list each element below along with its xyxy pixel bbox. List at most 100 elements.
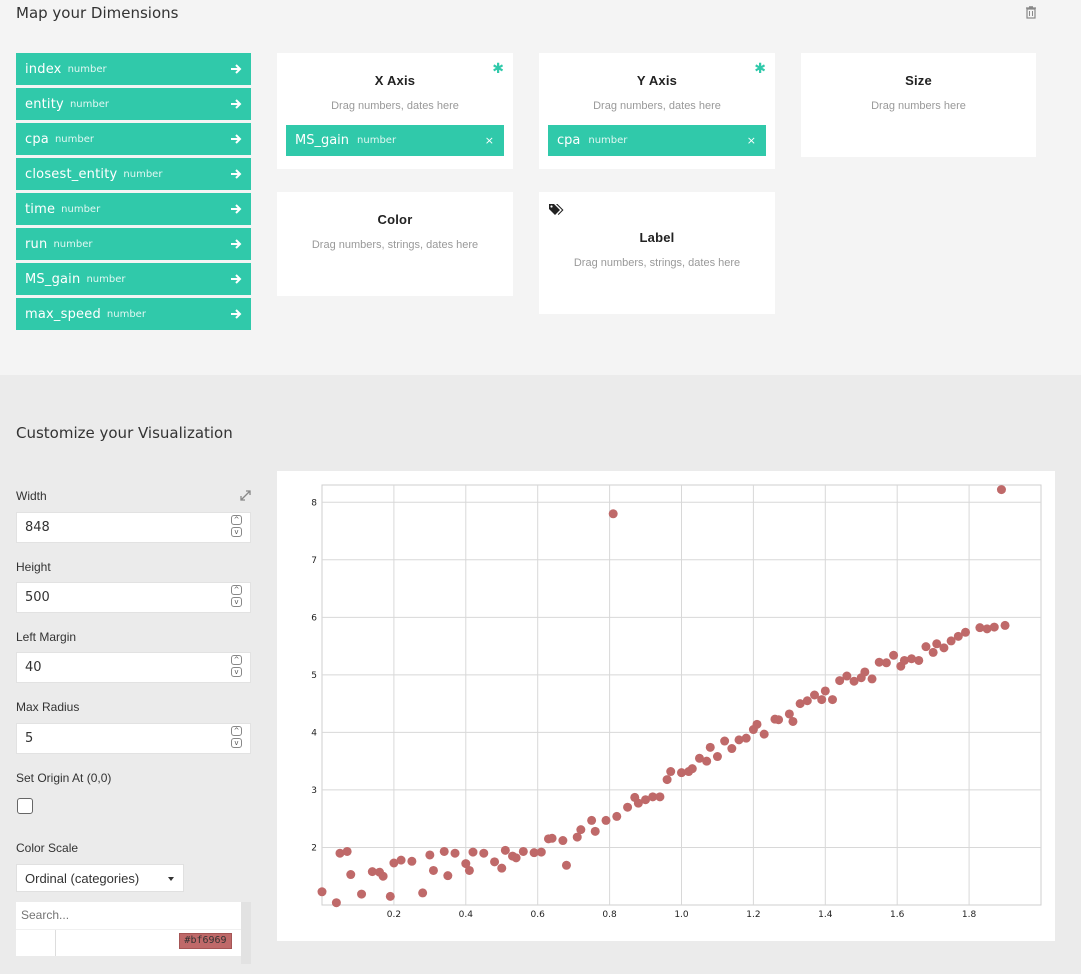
x-tick-label: 1.8	[962, 910, 977, 920]
color-swatch[interactable]: #bf6969	[179, 933, 232, 949]
dimension-name: MS_gain	[25, 271, 81, 287]
spin-down-icon[interactable]: v	[231, 527, 242, 537]
x-axis-hint: Drag numbers, dates here	[331, 100, 459, 112]
palette-search-input[interactable]	[16, 902, 241, 928]
x-axis-dropzone[interactable]: ✱ X Axis Drag numbers, dates here MS_gai…	[277, 53, 513, 169]
palette-scrollbar[interactable]	[241, 902, 251, 964]
scatter-point	[795, 699, 805, 709]
scatter-point	[335, 848, 345, 858]
x-axis-chip[interactable]: MS_gain number ×	[286, 125, 504, 156]
max-radius-input[interactable]	[16, 723, 251, 754]
scatter-point	[439, 846, 449, 856]
scatter-point	[860, 667, 870, 677]
width-input[interactable]	[16, 512, 251, 543]
caret-down-icon	[168, 877, 174, 881]
size-hint: Drag numbers here	[871, 100, 966, 112]
scatter-point	[712, 752, 722, 762]
scatter-point	[443, 871, 453, 881]
scatter-point	[784, 709, 794, 719]
origin-checkbox[interactable]	[17, 798, 33, 814]
remove-icon[interactable]: ×	[484, 134, 494, 147]
scatter-point	[842, 671, 852, 681]
x-tick-label: 0.4	[459, 910, 474, 920]
scatter-point	[677, 768, 686, 778]
scatter-point	[385, 891, 395, 901]
dimension-name: closest_entity	[25, 166, 118, 182]
color-title: Color	[377, 212, 413, 227]
scatter-point	[702, 756, 712, 766]
x-tick-label: 1.0	[674, 910, 689, 920]
width-label: Width	[16, 489, 47, 503]
x-tick-label: 1.4	[818, 910, 833, 920]
chip-type: number	[357, 135, 397, 146]
scatter-point	[428, 865, 438, 875]
spin-up-icon[interactable]: ^	[231, 726, 242, 736]
remove-icon[interactable]: ×	[746, 134, 756, 147]
scatter-point	[867, 674, 877, 684]
width-spinner[interactable]: ^ v	[231, 515, 242, 537]
y-axis-chip[interactable]: cpa number ×	[548, 125, 766, 156]
dimension-type: number	[53, 238, 93, 250]
scatter-point	[961, 627, 971, 637]
scatter-point	[407, 856, 417, 866]
dimension-item-index[interactable]: index number	[16, 53, 251, 85]
arrow-right-icon	[231, 169, 242, 179]
scatter-point	[928, 647, 938, 657]
dimension-name: max_speed	[25, 306, 101, 322]
color-scale-select[interactable]: Ordinal (categories)	[16, 864, 184, 892]
left-margin-input[interactable]	[16, 652, 251, 683]
spin-down-icon[interactable]: v	[231, 597, 242, 607]
scatter-point	[633, 798, 643, 808]
color-hint: Drag numbers, strings, dates here	[311, 239, 479, 251]
spin-up-icon[interactable]: ^	[231, 655, 242, 665]
scatter-point	[982, 624, 992, 634]
y-axis-dropzone[interactable]: ✱ Y Axis Drag numbers, dates here cpa nu…	[539, 53, 775, 169]
size-dropzone[interactable]: Size Drag numbers here	[801, 53, 1036, 157]
palette-column-divider	[55, 930, 56, 956]
scatter-point	[641, 795, 651, 805]
scatter-point	[1000, 620, 1010, 630]
label-dropzone[interactable]: Label Drag numbers, strings, dates here	[539, 192, 775, 314]
dimension-item-cpa[interactable]: cpa number	[16, 123, 251, 155]
dimension-type: number	[106, 308, 146, 320]
dimension-item-max-speed[interactable]: max_speed number	[16, 298, 251, 330]
y-axis-title: Y Axis	[636, 73, 678, 88]
scatter-point	[464, 865, 474, 875]
dimension-item-ms-gain[interactable]: MS_gain number	[16, 263, 251, 295]
y-tick-label: 7	[311, 556, 317, 566]
left-margin-spinner[interactable]: ^ v	[231, 655, 242, 677]
x-tick-label: 0.2	[387, 910, 401, 920]
dimension-name: entity	[25, 96, 64, 112]
origin-label: Set Origin At (0,0)	[16, 771, 112, 785]
dimension-item-time[interactable]: time number	[16, 193, 251, 225]
scatter-point	[612, 811, 622, 821]
scatter-point	[788, 716, 798, 726]
scatter-point	[953, 631, 963, 641]
spin-down-icon[interactable]: v	[231, 738, 242, 748]
scatter-point	[450, 848, 460, 858]
scatter-point	[547, 833, 557, 843]
dimension-item-entity[interactable]: entity number	[16, 88, 251, 120]
scatter-point	[741, 733, 751, 743]
scatter-point	[479, 848, 489, 858]
spin-up-icon[interactable]: ^	[231, 515, 242, 525]
color-dropzone[interactable]: Color Drag numbers, strings, dates here	[277, 192, 513, 296]
expand-icon[interactable]	[240, 490, 251, 501]
scatter-point	[468, 847, 478, 857]
max-radius-spinner[interactable]: ^ v	[231, 726, 242, 748]
scatter-point	[655, 792, 665, 802]
required-star-icon: ✱	[492, 61, 504, 77]
height-spinner[interactable]: ^ v	[231, 585, 242, 607]
x-axis-title: X Axis	[374, 73, 416, 88]
height-input[interactable]	[16, 582, 251, 613]
spin-up-icon[interactable]: ^	[231, 585, 242, 595]
scatter-point	[827, 695, 837, 705]
scatter-point	[346, 870, 356, 880]
trash-icon[interactable]	[1024, 5, 1038, 19]
dimension-item-run[interactable]: run number	[16, 228, 251, 260]
scatter-point	[914, 655, 924, 665]
arrow-right-icon	[231, 239, 242, 249]
spin-down-icon[interactable]: v	[231, 667, 242, 677]
dimension-item-closest-entity[interactable]: closest_entity number	[16, 158, 251, 190]
dimension-type: number	[86, 273, 126, 285]
